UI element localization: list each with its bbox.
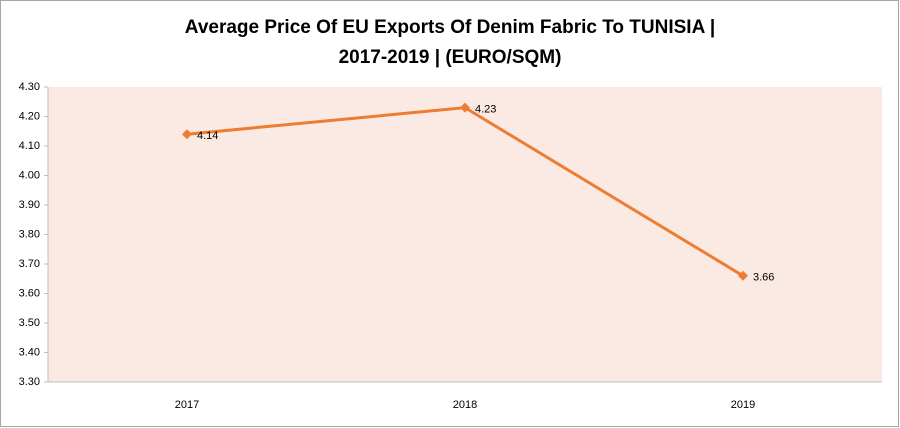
y-tick-label: 3.30 — [19, 376, 40, 388]
chart-title: Average Price Of EU Exports Of Denim Fab… — [185, 17, 715, 38]
y-tick-label: 3.60 — [19, 287, 40, 299]
x-tick-label: 2019 — [731, 399, 755, 411]
chart-title: 2017-2019 | (EURO/SQM) — [339, 47, 562, 68]
data-point — [738, 270, 748, 281]
y-tick-label: 3.70 — [19, 258, 40, 270]
data-label: 3.66 — [753, 272, 774, 284]
plot-area — [48, 87, 882, 382]
y-tick-label: 4.00 — [19, 169, 40, 181]
data-point — [182, 129, 192, 140]
y-tick-label: 4.10 — [19, 140, 40, 152]
y-tick-label: 3.80 — [19, 228, 40, 240]
data-point — [460, 102, 470, 113]
x-tick-label: 2018 — [453, 399, 477, 411]
data-label: 4.23 — [475, 104, 496, 116]
data-label: 4.14 — [197, 130, 218, 142]
y-tick-label: 3.40 — [19, 346, 40, 358]
y-tick-label: 3.50 — [19, 317, 40, 329]
y-tick-label: 4.20 — [19, 110, 40, 122]
y-tick-label: 4.30 — [19, 81, 40, 93]
y-tick-label: 3.90 — [19, 199, 40, 211]
x-tick-label: 2017 — [175, 399, 199, 411]
